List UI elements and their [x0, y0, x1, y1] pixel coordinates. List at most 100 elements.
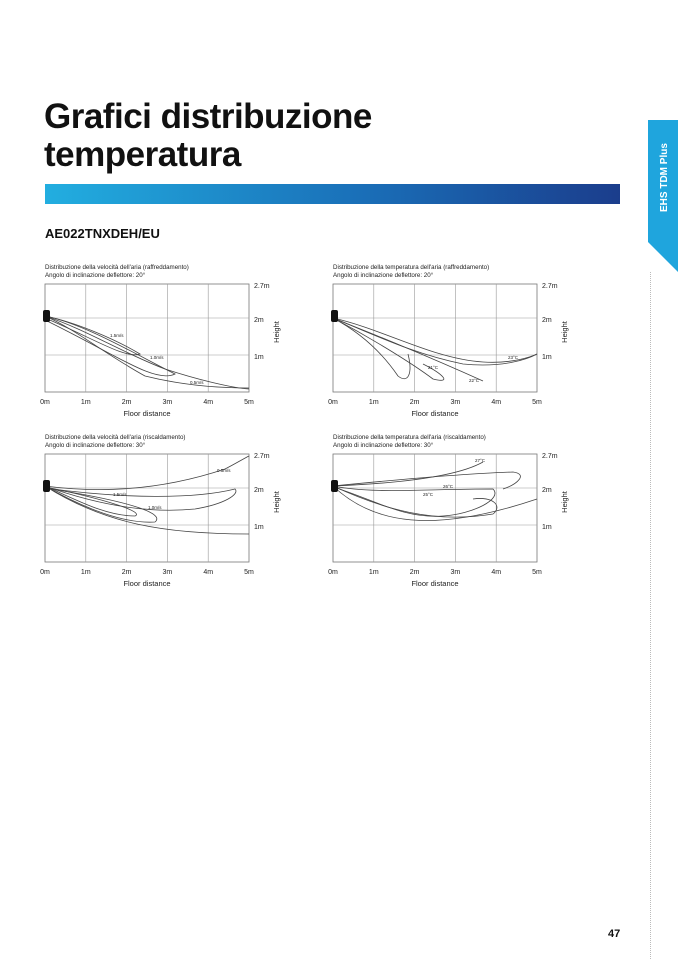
- plot-frame: [44, 453, 250, 563]
- indoor-unit: [43, 480, 50, 492]
- contour-line: [44, 485, 237, 511]
- x-tick-label: 2m: [410, 569, 420, 576]
- y-axis-title: Height: [272, 320, 281, 343]
- contour-line: [44, 485, 158, 523]
- chart-caption: Angolo di inclinazione deflettore: 20°: [333, 272, 434, 279]
- x-tick-label: 4m: [203, 399, 213, 406]
- contour-line: [44, 315, 250, 390]
- x-tick-label: 1m: [81, 399, 91, 406]
- side-tab-label: EHS TDM Plus: [659, 143, 670, 212]
- contour-line: [332, 317, 411, 380]
- margin-line: [650, 272, 651, 959]
- title: Grafici distribuzione temperatura: [44, 98, 372, 174]
- x-axis-title: Floor distance: [411, 579, 458, 588]
- y-tick-label: 2.7m: [254, 453, 270, 460]
- x-tick-label: 5m: [244, 569, 254, 576]
- curve-label: 26°C: [443, 484, 454, 489]
- x-tick-label: 2m: [122, 399, 132, 406]
- plot-frame: [332, 283, 538, 393]
- contour-line: [332, 485, 538, 521]
- page-number: 47: [608, 928, 621, 940]
- x-axis-title: Floor distance: [123, 409, 170, 418]
- x-tick-label: 2m: [122, 569, 132, 576]
- x-tick-label: 3m: [163, 399, 173, 406]
- x-tick-label: 0m: [40, 399, 50, 406]
- contour-line: [44, 315, 176, 377]
- contour-line: [332, 485, 496, 517]
- curve-label: 0.5m/s: [217, 468, 231, 473]
- contour-line: [332, 317, 538, 363]
- contour-line: [332, 317, 445, 381]
- chart-caption: Angolo di inclinazione deflettore: 30°: [45, 442, 146, 449]
- contour-line: [332, 461, 484, 487]
- y-axis-title: Height: [560, 490, 569, 513]
- y-tick-label: 2.7m: [542, 453, 558, 460]
- x-tick-label: 2m: [410, 399, 420, 406]
- curve-label: 25°C: [423, 492, 434, 497]
- chart-caption: Distribuzione della velocità dell'aria (…: [45, 264, 189, 271]
- y-tick-label: 1m: [254, 524, 264, 531]
- indoor-unit: [43, 310, 50, 322]
- x-tick-label: 4m: [203, 569, 213, 576]
- x-tick-label: 3m: [163, 569, 173, 576]
- x-tick-label: 5m: [532, 399, 542, 406]
- x-tick-label: 1m: [369, 399, 379, 406]
- chart-caption: Angolo di inclinazione deflettore: 20°: [45, 272, 146, 279]
- chart-caption: Distribuzione della temperatura dell'ari…: [333, 264, 489, 271]
- y-tick-label: 1m: [542, 524, 552, 531]
- x-axis-title: Floor distance: [411, 409, 458, 418]
- x-tick-label: 1m: [81, 569, 91, 576]
- contour-line: [44, 485, 137, 517]
- y-tick-label: 2m: [254, 317, 264, 324]
- chart-caption: Distribuzione della velocità dell'aria (…: [45, 434, 185, 441]
- x-tick-label: 4m: [491, 569, 501, 576]
- x-tick-label: 5m: [532, 569, 542, 576]
- x-tick-label: 0m: [40, 569, 50, 576]
- title-line: temperatura: [44, 135, 241, 174]
- contour-line: [332, 317, 538, 366]
- x-tick-label: 1m: [369, 569, 379, 576]
- y-tick-label: 2.7m: [542, 283, 558, 290]
- curve-label: 1.0m/s: [148, 505, 162, 510]
- header-bar: [45, 184, 620, 204]
- x-tick-label: 0m: [328, 399, 338, 406]
- curve-label: 1.5m/s: [113, 492, 127, 497]
- plot-frame: [332, 453, 538, 563]
- side-tab: EHS TDM Plus: [648, 120, 678, 272]
- plot-frame: [44, 283, 250, 393]
- y-tick-label: 2m: [254, 487, 264, 494]
- x-tick-label: 4m: [491, 399, 501, 406]
- contour-line: [44, 315, 250, 389]
- chart-caption: Angolo di inclinazione deflettore: 30°: [333, 442, 434, 449]
- charts: Distribuzione della velocità dell'aria (…: [40, 264, 569, 588]
- x-tick-label: 0m: [328, 569, 338, 576]
- contour-line: [44, 455, 250, 491]
- curve-label: 1.0m/s: [150, 355, 164, 360]
- chart-caption: Distribuzione della temperatura dell'ari…: [333, 434, 486, 441]
- indoor-unit: [331, 480, 338, 492]
- y-axis-title: Height: [560, 320, 569, 343]
- contour-line: [332, 317, 484, 382]
- x-tick-label: 3m: [451, 569, 461, 576]
- x-tick-label: 5m: [244, 399, 254, 406]
- curve-label: 23°C: [508, 355, 519, 360]
- contour-line: [44, 485, 250, 535]
- y-tick-label: 1m: [254, 354, 264, 361]
- indoor-unit: [331, 310, 338, 322]
- model-code: AE022TNXDEH/EU: [45, 226, 160, 241]
- y-tick-label: 2m: [542, 487, 552, 494]
- curve-label: 0.5m/s: [190, 380, 204, 385]
- curve-label: 27°C: [475, 458, 486, 463]
- contour-line: [332, 485, 498, 518]
- x-tick-label: 3m: [451, 399, 461, 406]
- contour-line: [332, 471, 521, 490]
- curve-label: 1.5m/s: [110, 333, 124, 338]
- contour-line: [44, 315, 141, 356]
- y-tick-label: 2.7m: [254, 283, 270, 290]
- title-line: Grafici distribuzione: [44, 97, 372, 136]
- y-axis-title: Height: [272, 490, 281, 513]
- y-tick-label: 2m: [542, 317, 552, 324]
- x-axis-title: Floor distance: [123, 579, 170, 588]
- y-tick-label: 1m: [542, 354, 552, 361]
